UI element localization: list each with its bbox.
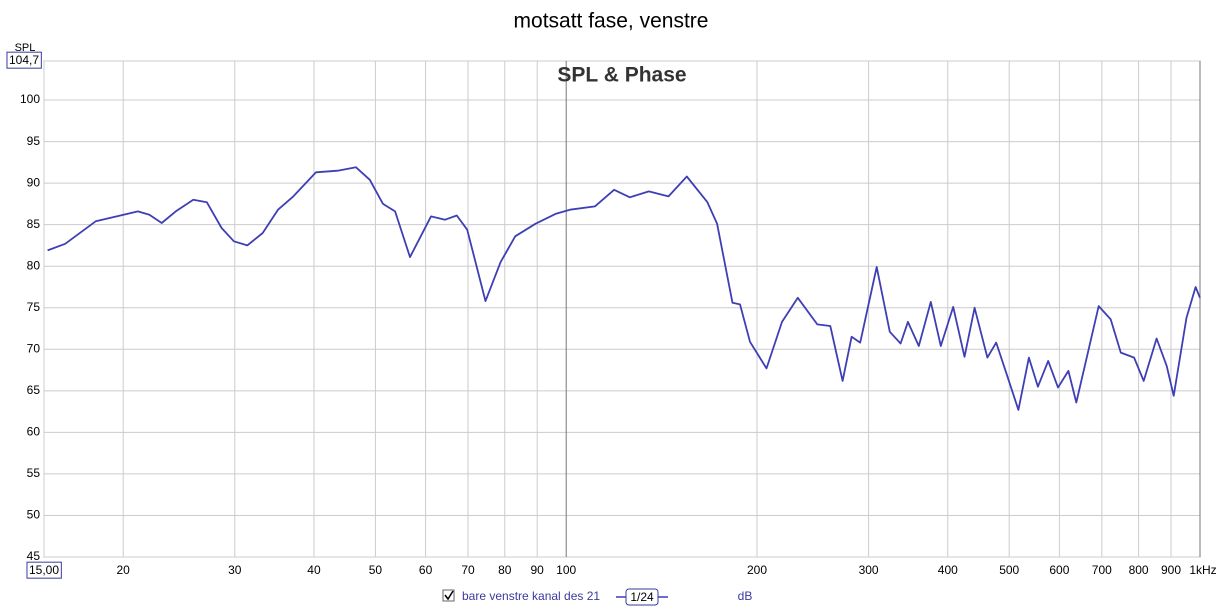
y-axis-label: SPL [15,42,36,54]
x-tick-label: 800 [1129,563,1149,577]
y-tick-label: 75 [27,300,41,314]
x-tick-label: 20 [117,563,131,577]
smoothing-label: 1/24 [630,590,654,604]
plot-frame [43,60,1201,558]
y-tick-label: 50 [27,508,41,522]
x-tick-label: 100 [556,563,576,577]
unit-label: dB [738,589,753,603]
x-tick-label: 50 [369,563,383,577]
y-tick-label: 85 [27,217,41,231]
x-tick-label: 900 [1161,563,1181,577]
y-tick-label: 80 [27,258,41,272]
y-tick-label: 100 [20,92,40,106]
y-tick-label: 70 [27,341,41,355]
x-tick-label: 700 [1092,563,1112,577]
x-tick-label: 500 [999,563,1019,577]
x-tick-label: 60 [419,563,433,577]
legend-label: bare venstre kanal des 21 [462,589,600,603]
tick-box [26,561,62,579]
smoothing-box[interactable] [625,588,659,606]
legend-checkbox[interactable] [442,589,455,602]
y-tick-label: 95 [27,134,41,148]
tick-label-boxed: 15,00 [29,563,59,577]
y-tick-label: 45 [27,549,41,563]
x-tick-label: 90 [531,563,545,577]
x-tick-label: 40 [307,563,321,577]
tick-label-boxed: 104,7 [9,53,39,67]
series-line [47,166,1201,411]
tick-box [6,51,42,69]
x-tick-label: 400 [938,563,958,577]
x-tick-label: 1kHz [1189,563,1216,577]
y-tick-label: 55 [27,466,41,480]
y-tick-label: 60 [27,425,41,439]
y-tick-label: 90 [27,175,41,189]
x-tick-label: 80 [498,563,512,577]
x-tick-label: 200 [747,563,767,577]
plot-subtitle: SPL & Phase [557,64,686,87]
x-tick-label: 30 [228,563,242,577]
x-tick-label: 300 [859,563,879,577]
x-tick-label: 70 [461,563,475,577]
x-tick-label: 600 [1049,563,1069,577]
chart-title: motsatt fase, venstre [514,10,709,33]
y-tick-label: 65 [27,383,41,397]
check-mark [444,590,454,601]
